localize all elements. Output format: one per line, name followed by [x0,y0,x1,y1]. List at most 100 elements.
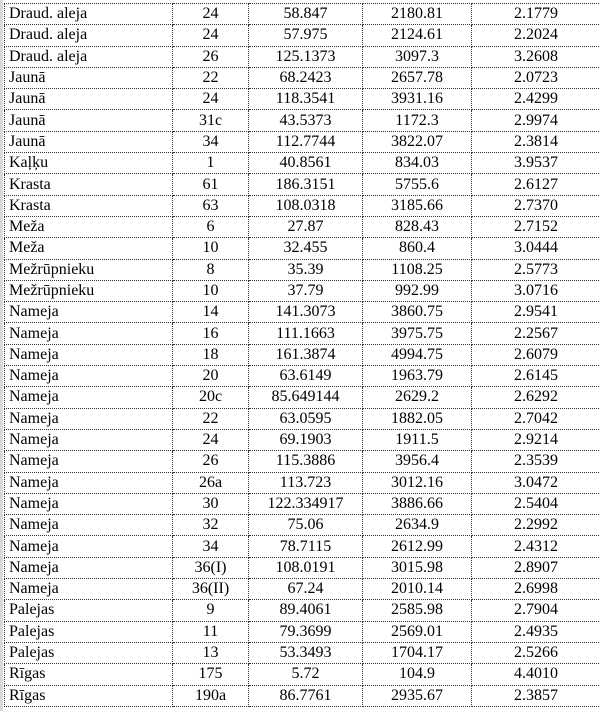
cell-street[interactable]: Nameja [4,556,173,580]
cell-street[interactable]: Krasta [4,173,173,196]
cell-value-b[interactable]: 1911.5 [362,428,472,452]
cell-ratio[interactable]: 3.0472 [471,471,600,494]
cell-number[interactable]: 16 [172,322,249,345]
cell-value-a[interactable]: 108.0318 [248,194,363,217]
cell-value-b[interactable]: 3097.3 [362,45,472,68]
cell-street[interactable]: Nameja [4,322,173,345]
cell-value-b[interactable]: 2634.9 [362,514,472,537]
cell-number[interactable]: 61 [172,173,249,196]
cell-street[interactable]: Nameja [4,578,173,601]
cell-value-b[interactable]: 2657.78 [362,66,472,90]
cell-value-b[interactable]: 3975.75 [362,322,472,345]
cell-value-a[interactable]: 108.0191 [248,556,363,580]
cell-number[interactable]: 34 [172,130,249,154]
cell-value-a[interactable]: 63.0595 [248,407,363,430]
cell-value-a[interactable]: 113.723 [248,471,363,494]
cell-number[interactable]: 36(I) [172,556,249,580]
cell-street[interactable]: Nameja [4,514,173,537]
cell-number[interactable]: 20 [172,365,249,388]
cell-street[interactable]: Mežrūpnieku [4,279,173,303]
cell-number[interactable]: 9 [172,599,249,622]
cell-ratio[interactable]: 3.0716 [471,279,600,303]
cell-value-b[interactable]: 828.43 [362,215,472,239]
cell-value-a[interactable]: 58.847 [248,2,363,26]
cell-number[interactable]: 63 [172,194,249,217]
cell-street[interactable]: Jaunā [4,88,173,111]
cell-value-b[interactable]: 3015.98 [362,556,472,580]
cell-ratio[interactable]: 2.6998 [471,578,600,601]
cell-value-b[interactable]: 2180.81 [362,2,472,26]
cell-value-b[interactable]: 1704.17 [362,641,472,665]
cell-value-a[interactable]: 79.3699 [248,620,363,643]
cell-value-a[interactable]: 86.7761 [248,684,363,707]
cell-ratio[interactable]: 2.6127 [471,173,600,196]
cell-ratio[interactable]: 2.2567 [471,322,600,345]
cell-value-b[interactable]: 1882.05 [362,407,472,430]
cell-number[interactable]: 8 [172,258,249,281]
cell-ratio[interactable]: 2.5266 [471,641,600,665]
cell-ratio[interactable]: 2.5773 [471,258,600,281]
cell-value-a[interactable]: 78.7115 [248,535,363,558]
cell-value-a[interactable]: 40.8561 [248,152,363,175]
cell-street[interactable]: Meža [4,237,173,260]
cell-value-a[interactable]: 27.87 [248,215,363,239]
cell-number[interactable]: 22 [172,407,249,430]
cell-value-a[interactable]: 57.975 [248,24,363,47]
cell-ratio[interactable]: 3.0444 [471,237,600,260]
cell-number[interactable]: 11 [172,620,249,643]
cell-value-a[interactable]: 69.1903 [248,428,363,452]
cell-value-b[interactable]: 3185.66 [362,194,472,217]
cell-value-b[interactable]: 2612.99 [362,535,472,558]
cell-street[interactable]: Meža [4,215,173,239]
cell-ratio[interactable]: 2.5404 [471,492,600,516]
cell-ratio[interactable]: 2.9541 [471,301,600,324]
cell-number[interactable]: 6 [172,215,249,239]
cell-ratio[interactable]: 2.9974 [471,109,600,132]
cell-value-a[interactable]: 111.1663 [248,322,363,345]
cell-value-a[interactable]: 68.2423 [248,66,363,90]
cell-value-a[interactable]: 37.79 [248,279,363,303]
cell-number[interactable]: 1 [172,152,249,175]
cell-value-b[interactable]: 3860.75 [362,301,472,324]
cell-value-b[interactable]: 1172.3 [362,109,472,132]
cell-street[interactable]: Nameja [4,301,173,324]
cell-street[interactable]: Nameja [4,365,173,388]
cell-street[interactable]: Palejas [4,599,173,622]
cell-value-b[interactable]: 1963.79 [362,365,472,388]
cell-ratio[interactable]: 2.1779 [471,2,600,26]
cell-number[interactable]: 24 [172,24,249,47]
cell-ratio[interactable]: 2.7370 [471,194,600,217]
cell-street[interactable]: Draud. aleja [4,45,173,68]
cell-value-a[interactable]: 35.39 [248,258,363,281]
cell-number[interactable]: 10 [172,279,249,303]
cell-number[interactable]: 31c [172,109,249,132]
cell-ratio[interactable]: 4.4010 [471,663,600,686]
cell-value-a[interactable]: 53.3493 [248,641,363,665]
cell-ratio[interactable]: 2.6079 [471,343,600,367]
cell-value-a[interactable]: 89.4061 [248,599,363,622]
cell-value-b[interactable]: 2010.14 [362,578,472,601]
cell-value-a[interactable]: 32.455 [248,237,363,260]
cell-street[interactable]: Nameja [4,386,173,409]
cell-street[interactable]: Nameja [4,535,173,558]
cell-value-a[interactable]: 118.3541 [248,88,363,111]
cell-number[interactable]: 24 [172,428,249,452]
cell-street[interactable]: Mežrūpnieku [4,258,173,281]
cell-street[interactable]: Palejas [4,620,173,643]
cell-ratio[interactable]: 2.4312 [471,535,600,558]
cell-number[interactable]: 26a [172,471,249,494]
cell-value-b[interactable]: 860.4 [362,237,472,260]
cell-value-a[interactable]: 5.72 [248,663,363,686]
cell-ratio[interactable]: 2.3857 [471,684,600,707]
cell-ratio[interactable]: 2.6292 [471,386,600,409]
cell-value-a[interactable]: 63.6149 [248,365,363,388]
cell-value-b[interactable]: 3012.16 [362,471,472,494]
cell-street[interactable]: Palejas [4,641,173,665]
cell-value-b[interactable]: 1108.25 [362,258,472,281]
cell-value-a[interactable]: 115.3886 [248,450,363,473]
cell-number[interactable]: 13 [172,641,249,665]
cell-ratio[interactable]: 2.7904 [471,599,600,622]
cell-ratio[interactable]: 2.0723 [471,66,600,90]
cell-street[interactable]: Draud. aleja [4,24,173,47]
cell-number[interactable]: 18 [172,343,249,367]
